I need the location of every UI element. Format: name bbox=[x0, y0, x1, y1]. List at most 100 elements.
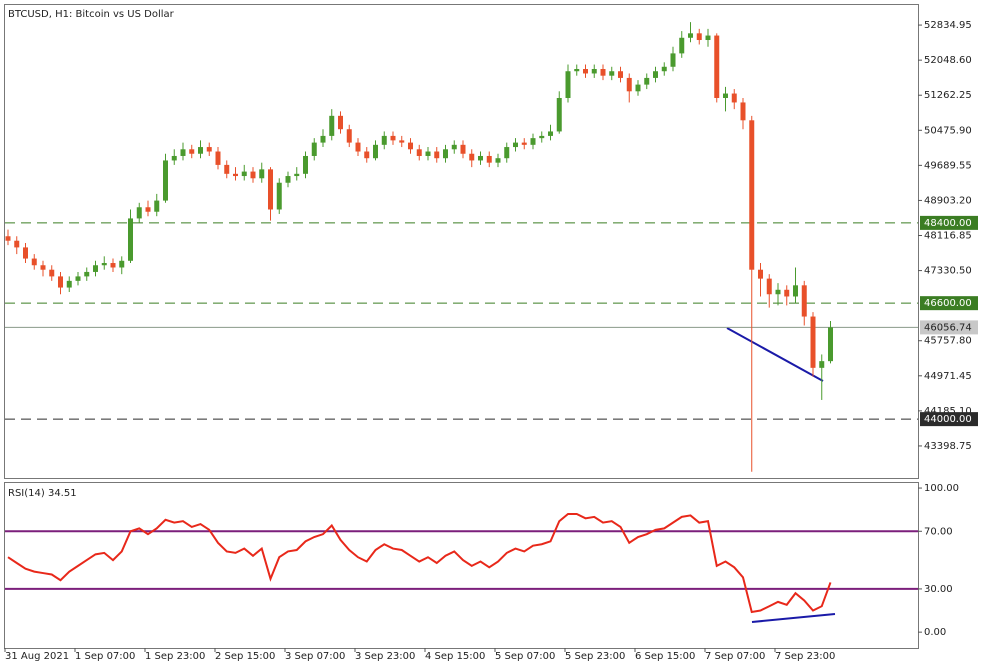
candle-body bbox=[285, 176, 291, 183]
y-tick-label: 51262.25 bbox=[924, 90, 972, 101]
candle-body bbox=[110, 263, 116, 268]
candle-body bbox=[259, 169, 265, 179]
candle-body bbox=[206, 147, 212, 152]
candle-body bbox=[241, 171, 247, 177]
candle-body bbox=[268, 169, 273, 210]
candle-body bbox=[171, 155, 177, 161]
x-tick-label: 3 Sep 07:00 bbox=[285, 651, 345, 662]
y-tick-label: 47330.50 bbox=[924, 266, 972, 277]
candle-body bbox=[635, 84, 641, 92]
x-tick-label: 5 Sep 07:00 bbox=[495, 651, 555, 662]
candle-body bbox=[784, 289, 790, 297]
y-tick-label: 44971.45 bbox=[924, 371, 972, 382]
candle-body bbox=[460, 144, 466, 154]
candle-body bbox=[609, 71, 615, 76]
candle-body bbox=[618, 71, 623, 78]
y-tick-label: 48116.85 bbox=[924, 231, 972, 242]
x-tick-label: 1 Sep 23:00 bbox=[145, 651, 205, 662]
y-tick-label: 100.00 bbox=[924, 483, 959, 494]
candle-body bbox=[495, 158, 501, 163]
x-tick-label: 3 Sep 23:00 bbox=[355, 651, 415, 662]
level-label-box bbox=[920, 296, 978, 311]
candle-body bbox=[661, 66, 667, 72]
candle-body bbox=[180, 149, 186, 156]
candle-body bbox=[793, 285, 798, 297]
candle-body bbox=[530, 138, 536, 145]
candle-body bbox=[539, 135, 545, 139]
candle-body bbox=[338, 115, 343, 130]
candle-body bbox=[731, 93, 737, 103]
candle-body bbox=[644, 77, 650, 85]
x-tick-label: 7 Sep 23:00 bbox=[775, 651, 835, 662]
level-label: 44000.00 bbox=[924, 414, 972, 425]
candle-body bbox=[390, 135, 396, 141]
x-tick-label: 4 Sep 15:00 bbox=[425, 651, 485, 662]
candle-body bbox=[145, 207, 151, 212]
candle-body bbox=[513, 142, 518, 148]
candle-body bbox=[478, 155, 483, 161]
candle-body bbox=[434, 151, 440, 159]
candle-body bbox=[810, 316, 816, 368]
y-tick-label: 44185.10 bbox=[924, 406, 972, 417]
candle-body bbox=[548, 131, 553, 136]
candle-body bbox=[749, 120, 755, 270]
candle-body bbox=[443, 149, 448, 159]
y-tick-label: 52048.60 bbox=[924, 55, 972, 66]
candle-body bbox=[320, 135, 326, 143]
x-tick-label: 7 Sep 07:00 bbox=[705, 651, 765, 662]
candle-body bbox=[705, 35, 711, 41]
rsi-trend-line bbox=[751, 613, 836, 623]
level-label-box bbox=[920, 412, 978, 427]
level-label: 46600.00 bbox=[924, 298, 972, 309]
y-tick-label: 30.00 bbox=[924, 584, 953, 595]
candle-body bbox=[373, 144, 378, 159]
candle-body bbox=[828, 327, 833, 362]
candle-body bbox=[766, 278, 772, 295]
candle-body bbox=[714, 35, 720, 98]
candle-body bbox=[469, 153, 475, 161]
rsi-title: RSI(14) 34.51 bbox=[8, 488, 77, 499]
y-tick-label: 50475.90 bbox=[924, 125, 972, 136]
candle-body bbox=[801, 285, 807, 317]
candle-body bbox=[355, 142, 361, 152]
candle-body bbox=[591, 69, 597, 74]
candle-body bbox=[163, 160, 168, 201]
candle-body bbox=[136, 207, 142, 219]
x-tick-label: 2 Sep 15:00 bbox=[215, 651, 275, 662]
candle-body bbox=[364, 151, 370, 159]
candle-body bbox=[451, 144, 457, 150]
rsi-line bbox=[7, 512, 832, 614]
candle-body bbox=[66, 280, 72, 288]
candle-body bbox=[75, 276, 81, 281]
level-label: 48400.00 bbox=[924, 218, 972, 229]
candle-body bbox=[329, 115, 335, 136]
x-tick-label: 31 Aug 2021 bbox=[5, 651, 69, 662]
candle-body bbox=[740, 102, 746, 121]
candle-body bbox=[679, 37, 685, 54]
last-price-box bbox=[920, 320, 978, 335]
candle-body bbox=[250, 171, 256, 179]
candle-body bbox=[626, 77, 632, 92]
chart-title: BTCUSD, H1: Bitcoin vs US Dollar bbox=[8, 9, 175, 20]
level-label-box bbox=[920, 215, 978, 230]
candle-body bbox=[14, 240, 20, 248]
last-price-label: 46056.74 bbox=[924, 322, 972, 333]
candle-body bbox=[198, 147, 203, 154]
candle-body bbox=[49, 269, 55, 277]
candle-body bbox=[381, 135, 387, 145]
candle-body bbox=[58, 276, 63, 288]
candle-body bbox=[574, 69, 580, 72]
candle-body bbox=[128, 218, 133, 261]
candle-body bbox=[31, 258, 37, 266]
candle-body bbox=[101, 263, 107, 266]
y-tick-label: 43398.75 bbox=[924, 441, 972, 452]
candle-body bbox=[504, 147, 510, 159]
candle-body bbox=[723, 93, 728, 98]
candle-body bbox=[23, 247, 28, 259]
candle-body bbox=[600, 69, 606, 76]
trend-line bbox=[726, 327, 824, 382]
candle-body bbox=[408, 142, 413, 150]
candle-body bbox=[819, 361, 825, 368]
y-tick-label: 70.00 bbox=[924, 526, 953, 537]
candle-body bbox=[670, 53, 676, 67]
